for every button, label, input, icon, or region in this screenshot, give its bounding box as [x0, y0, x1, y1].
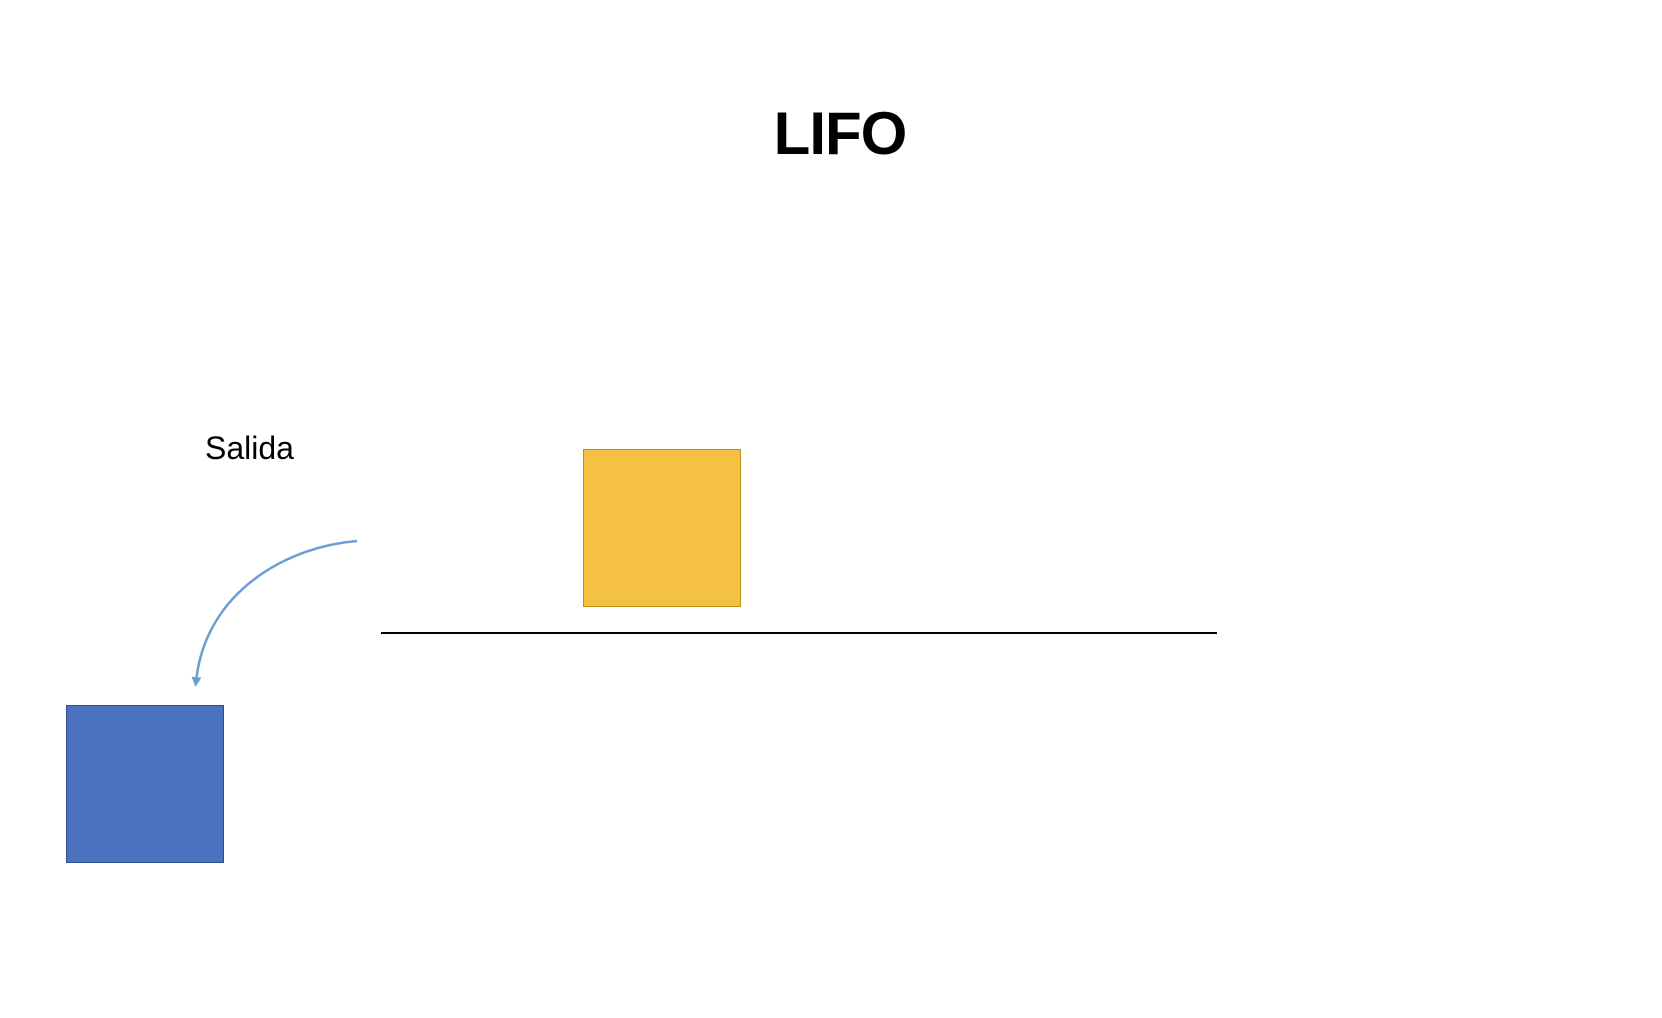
- stack-baseline: [381, 632, 1217, 634]
- exit-arrow-curve: [191, 539, 358, 687]
- slide-title: LIFO: [773, 100, 908, 167]
- stack-top-box: [583, 449, 741, 607]
- exit-label: Salida: [205, 430, 294, 466]
- exited-box: [66, 705, 224, 863]
